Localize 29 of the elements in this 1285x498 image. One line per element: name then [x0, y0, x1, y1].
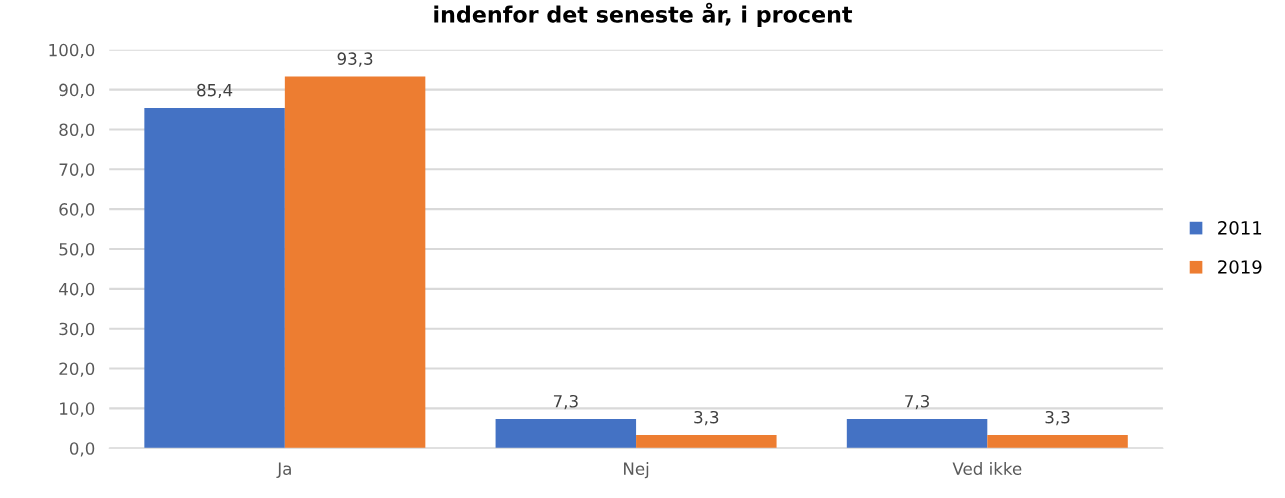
- y-tick-label: 100,0: [49, 43, 95, 59]
- legend-label: 2019: [1218, 260, 1262, 274]
- data-label: 7,3: [905, 394, 929, 410]
- data-label: 93,3: [337, 52, 373, 67]
- data-label: 3,3: [1045, 410, 1070, 426]
- bar: [987, 435, 1128, 449]
- chart-title: indenfor det seneste år, i procent: [434, 2, 853, 28]
- x-tick-label: Ved ikke: [952, 462, 1022, 475]
- y-tick-label: 0,0: [69, 442, 95, 457]
- data-label: 3,3: [694, 410, 719, 426]
- y-tick-label: 90,0: [59, 83, 95, 98]
- bar: [284, 76, 426, 449]
- bar: [846, 419, 988, 449]
- y-tick-label: 60,0: [59, 203, 95, 218]
- y-tick-label: 10,0: [60, 402, 95, 417]
- x-tick-label: Nej: [624, 462, 649, 479]
- y-tick-label: 80,0: [59, 123, 95, 138]
- bar: [636, 435, 777, 449]
- y-tick-label: 50,0: [59, 242, 95, 258]
- y-tick-label: 70,0: [59, 163, 95, 178]
- x-tick-label: Ja: [276, 462, 291, 479]
- data-label: 85,4: [197, 83, 233, 99]
- y-tick-label: 20,0: [59, 362, 95, 377]
- y-tick-label: 40,0: [59, 282, 95, 298]
- bar: [144, 107, 285, 449]
- y-tick-label: 30,0: [59, 322, 95, 337]
- bar: [495, 419, 637, 449]
- data-label: 7,3: [553, 394, 578, 410]
- legend-label: 2011: [1218, 221, 1262, 235]
